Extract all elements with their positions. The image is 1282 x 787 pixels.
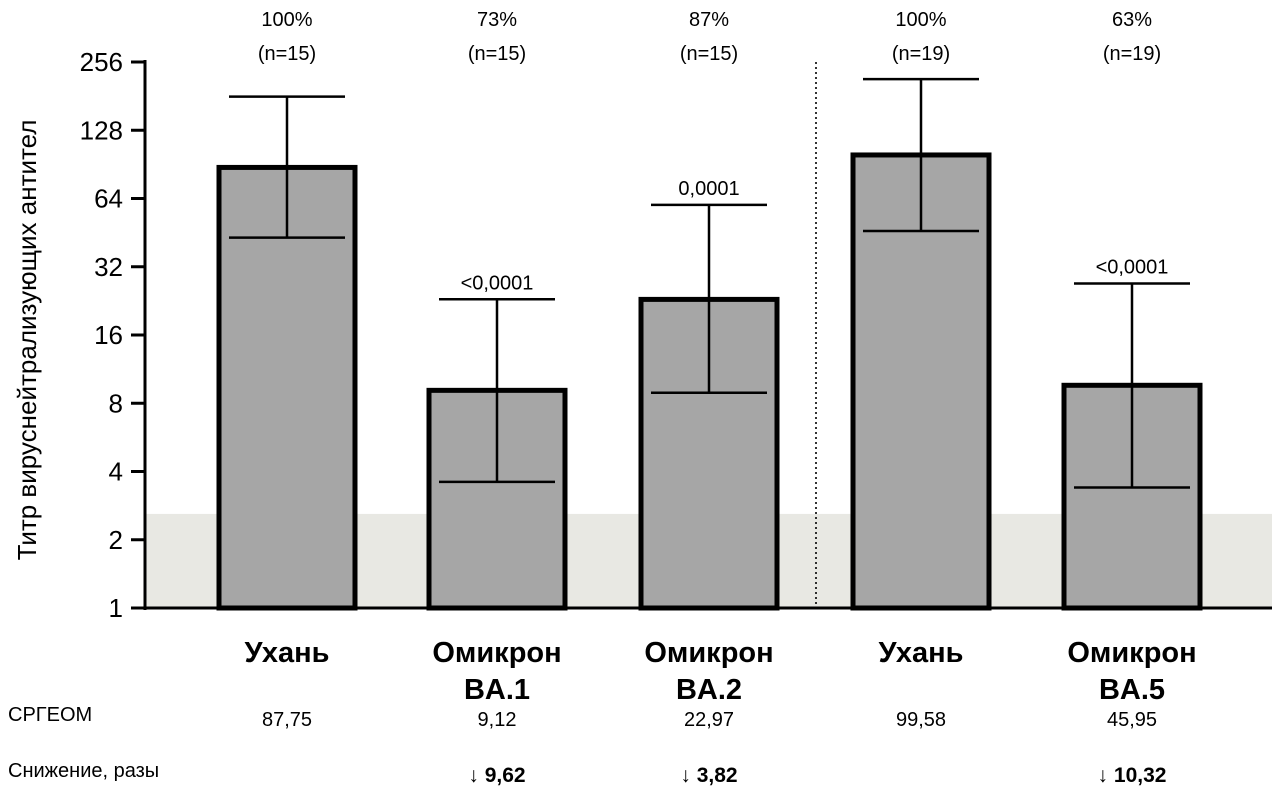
category-label-4: Ухань: [879, 637, 964, 669]
y-tick-label-1: 1: [109, 593, 123, 623]
y-tick-label-32: 32: [94, 252, 123, 282]
fold-row-label: Снижение, разы: [8, 760, 160, 782]
gmt-value-3: 22,97: [684, 709, 734, 731]
gmt-value-4: 99,58: [896, 709, 946, 731]
y-axis-title: Титр вируснейтрализующих антител: [12, 120, 42, 561]
n-label-2: (n=15): [468, 43, 526, 65]
category-sublabel-5: BA.5: [1099, 674, 1165, 706]
n-label-4: (n=19): [892, 43, 950, 65]
percent-label-5: 63%: [1112, 9, 1152, 31]
category-label-5: Омикрон: [1067, 637, 1196, 669]
n-label-5: (n=19): [1103, 43, 1161, 65]
p-value-label-5: <0,0001: [1096, 256, 1169, 278]
percent-label-4: 100%: [895, 9, 946, 31]
y-tick-label-256: 256: [80, 47, 123, 77]
y-tick-label-128: 128: [80, 115, 123, 145]
category-label-2: Омикрон: [432, 637, 561, 669]
category-sublabel-3: BA.2: [676, 674, 742, 706]
n-label-3: (n=15): [680, 43, 738, 65]
bar-1: [216, 164, 358, 611]
fold-value-3: ↓ 3,82: [680, 764, 737, 787]
bar-5: [1061, 382, 1203, 611]
gmt-value-2: 9,12: [478, 709, 517, 731]
fold-value-2: ↓ 9,62: [468, 764, 525, 787]
y-tick-label-2: 2: [109, 525, 123, 555]
n-label-1: (n=15): [258, 43, 316, 65]
category-sublabel-2: BA.1: [464, 674, 530, 706]
percent-label-1: 100%: [261, 9, 312, 31]
fold-value-5: ↓ 10,32: [1098, 764, 1167, 787]
p-value-label-3: 0,0001: [678, 178, 739, 200]
y-tick-label-8: 8: [109, 388, 123, 418]
gmt-value-5: 45,95: [1107, 709, 1157, 731]
y-tick-label-16: 16: [94, 320, 123, 350]
p-value-label-2: <0,0001: [461, 272, 534, 294]
y-tick-label-4: 4: [109, 457, 123, 487]
percent-label-2: 73%: [477, 9, 517, 31]
y-tick-label-64: 64: [94, 184, 123, 214]
gmt-value-1: 87,75: [262, 709, 312, 731]
category-label-1: Ухань: [245, 637, 330, 669]
gmt-row-label: СРГЕОМ: [8, 704, 93, 726]
category-label-3: Омикрон: [644, 637, 773, 669]
percent-label-3: 87%: [689, 9, 729, 31]
